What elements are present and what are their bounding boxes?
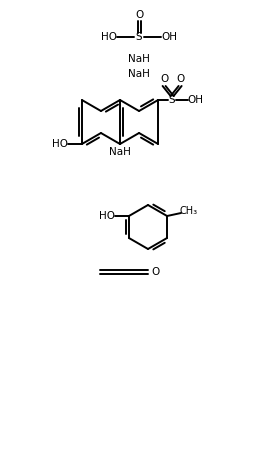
Text: CH₃: CH₃ [180,206,198,216]
Text: O: O [135,10,143,20]
Text: S: S [169,95,175,105]
Text: O: O [152,267,160,277]
Text: NaH: NaH [109,147,131,157]
Text: HO: HO [99,211,115,221]
Text: O: O [160,74,168,84]
Text: NaH: NaH [128,69,150,79]
Text: OH: OH [187,95,203,105]
Text: HO: HO [52,139,68,149]
Text: NaH: NaH [128,54,150,64]
Text: S: S [136,32,142,42]
Text: HO: HO [101,32,117,42]
Text: O: O [176,74,184,84]
Text: OH: OH [161,32,177,42]
